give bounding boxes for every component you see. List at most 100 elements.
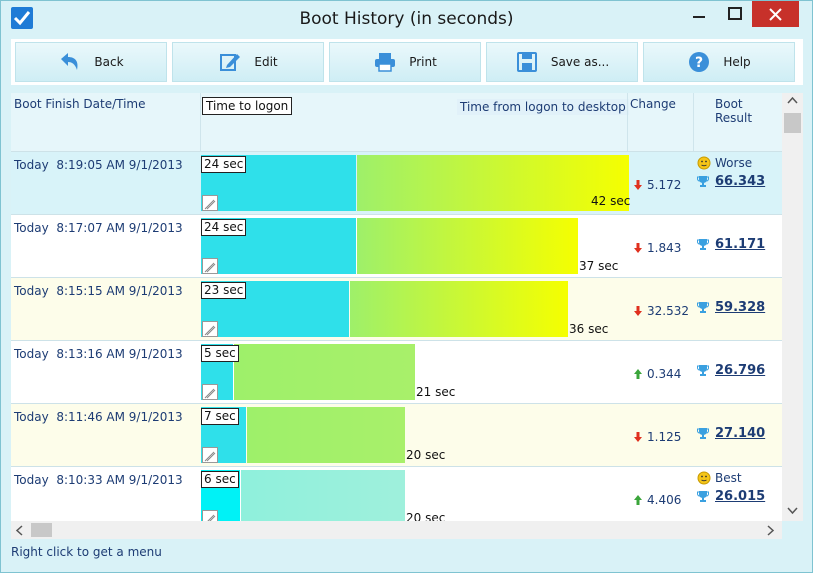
- boot-finish-date: Today 8:10:33 AM 9/1/2013: [14, 473, 183, 487]
- note-edit-icon[interactable]: [202, 447, 218, 463]
- close-button[interactable]: [752, 1, 799, 27]
- boot-finish-date: Today 8:13:16 AM 9/1/2013: [14, 347, 183, 361]
- trophy-icon: [697, 491, 709, 502]
- checkmark-icon: [11, 7, 33, 29]
- status-text: Right click to get a menu: [11, 545, 162, 559]
- vertical-scrollbar[interactable]: [782, 93, 803, 521]
- scroll-up-icon[interactable]: [787, 96, 798, 104]
- table-row[interactable]: Today 8:15:15 AM 9/1/2013 23 sec 36 sec 32.…: [11, 277, 782, 340]
- desktop-time-bar: [357, 218, 578, 274]
- boot-score[interactable]: 66.343: [697, 174, 765, 189]
- scroll-right-icon[interactable]: [767, 525, 775, 536]
- save-as-button-label: Save as...: [550, 55, 610, 69]
- column-divider[interactable]: [693, 93, 694, 151]
- total-seconds-label: 20 sec: [406, 511, 446, 521]
- logon-seconds-label: 24 sec: [201, 156, 247, 173]
- column-header-change[interactable]: Change: [630, 97, 676, 111]
- desktop-time-bar: [350, 281, 568, 337]
- boot-score[interactable]: 61.171: [697, 237, 765, 252]
- note-edit-icon[interactable]: [202, 384, 218, 400]
- boot-history-grid: Boot Finish Date/Time Time to logon Time…: [11, 93, 782, 521]
- score-link[interactable]: 66.343: [715, 174, 766, 189]
- table-row[interactable]: Today 8:11:46 AM 9/1/2013 7 sec 20 sec 1.12…: [11, 403, 782, 466]
- logon-seconds-label: 6 sec: [201, 471, 239, 488]
- boot-score[interactable]: 59.328: [697, 300, 765, 315]
- vertical-scroll-thumb[interactable]: [784, 113, 801, 133]
- arrow-up-icon: [634, 495, 642, 505]
- horizontal-scroll-thumb[interactable]: [31, 523, 52, 537]
- save-icon: [516, 52, 537, 72]
- table-row[interactable]: Today 8:10:33 AM 9/1/2013 6 sec 20 sec 4.40…: [11, 466, 782, 521]
- boot-score[interactable]: 26.796: [697, 363, 765, 378]
- window-title: Boot History (in seconds): [299, 9, 514, 29]
- table-row[interactable]: Today 8:13:16 AM 9/1/2013 5 sec 21 sec 0.34…: [11, 340, 782, 403]
- logon-seconds-label: 7 sec: [201, 408, 239, 425]
- column-header-boot-result[interactable]: Boot Result: [715, 97, 753, 125]
- column-divider[interactable]: [627, 93, 628, 151]
- table-row[interactable]: Today 8:19:05 AM 9/1/2013 24 sec 42 sec 5.1…: [11, 151, 782, 214]
- smiley-icon: [697, 156, 711, 170]
- print-button-label: Print: [409, 55, 437, 69]
- trophy-icon: [697, 428, 709, 439]
- print-button[interactable]: Print: [329, 42, 481, 82]
- scroll-left-icon[interactable]: [15, 525, 23, 536]
- grid-header: Boot Finish Date/Time Time to logon Time…: [11, 93, 782, 151]
- change-number: 1.843: [647, 241, 682, 255]
- back-arrow-icon: [61, 53, 78, 70]
- scroll-down-icon[interactable]: [787, 507, 798, 515]
- score-link[interactable]: 26.796: [715, 363, 766, 378]
- table-row[interactable]: Today 8:17:07 AM 9/1/2013 24 sec 37 sec 1.8…: [11, 214, 782, 277]
- help-icon: ?: [689, 52, 710, 72]
- change-number: 5.172: [647, 178, 682, 192]
- change-value: 5.172: [633, 178, 681, 192]
- save-as-button[interactable]: Save as...: [486, 42, 638, 82]
- minimize-button[interactable]: [681, 1, 717, 27]
- change-value: 4.406: [633, 493, 681, 507]
- maximize-button[interactable]: [717, 1, 753, 27]
- edit-button-label: Edit: [254, 55, 278, 69]
- trophy-icon: [697, 302, 709, 313]
- trophy-icon: [697, 365, 709, 376]
- trophy-icon: [697, 176, 709, 187]
- change-number: 4.406: [647, 493, 682, 507]
- edit-button[interactable]: Edit: [172, 42, 324, 82]
- score-link[interactable]: 26.015: [715, 489, 766, 504]
- change-value: 0.344: [633, 367, 681, 381]
- total-seconds-label: 42 sec: [591, 194, 631, 208]
- horizontal-scrollbar[interactable]: [11, 521, 782, 539]
- change-number: 1.125: [647, 430, 682, 444]
- score-link[interactable]: 27.140: [715, 426, 766, 441]
- svg-text:?: ?: [695, 55, 703, 71]
- logon-seconds-label: 5 sec: [201, 345, 239, 362]
- change-number: 0.344: [647, 367, 682, 381]
- boot-score[interactable]: 27.140: [697, 426, 765, 441]
- help-button[interactable]: ? Help: [643, 42, 795, 82]
- boot-finish-date: Today 8:17:07 AM 9/1/2013: [14, 221, 183, 235]
- boot-score[interactable]: 26.015: [697, 489, 765, 504]
- note-edit-icon[interactable]: [202, 321, 218, 337]
- title-bar[interactable]: Boot History (in seconds): [1, 1, 812, 37]
- edit-icon: [220, 54, 241, 71]
- boot-finish-date: Today 8:11:46 AM 9/1/2013: [14, 410, 183, 424]
- back-button[interactable]: Back: [15, 42, 167, 82]
- trophy-icon: [697, 239, 709, 250]
- back-button-label: Back: [94, 55, 124, 69]
- logon-seconds-label: 24 sec: [201, 219, 247, 236]
- column-header-time-to-logon[interactable]: Time to logon: [202, 97, 293, 115]
- logon-seconds-label: 23 sec: [201, 282, 247, 299]
- result-label: Best: [697, 471, 742, 485]
- result-label: Worse: [697, 156, 752, 170]
- score-link[interactable]: 61.171: [715, 237, 766, 252]
- column-header-time-to-desktop[interactable]: Time from logon to desktop: [457, 99, 629, 115]
- note-edit-icon[interactable]: [202, 195, 218, 211]
- score-link[interactable]: 59.328: [715, 300, 766, 315]
- change-number: 32.532: [647, 304, 689, 318]
- boot-finish-date: Today 8:15:15 AM 9/1/2013: [14, 284, 183, 298]
- column-divider[interactable]: [200, 93, 201, 151]
- note-edit-icon[interactable]: [202, 258, 218, 274]
- column-header-boot-finish[interactable]: Boot Finish Date/Time: [14, 97, 146, 111]
- note-edit-icon[interactable]: [202, 510, 218, 521]
- boot-finish-date: Today 8:19:05 AM 9/1/2013: [14, 158, 183, 172]
- total-seconds-label: 20 sec: [406, 448, 446, 462]
